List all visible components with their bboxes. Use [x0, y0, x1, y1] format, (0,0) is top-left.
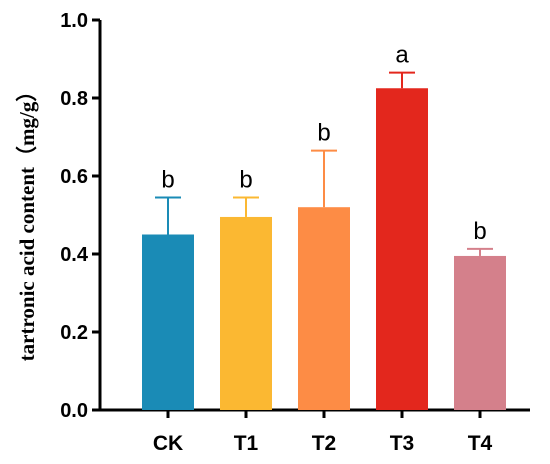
significance-label: a	[395, 42, 409, 69]
x-tick-label: T3	[390, 432, 415, 455]
y-axis-title: tartronic acid content（mg/g）	[15, 81, 39, 362]
y-tick-label: 0.2	[60, 322, 88, 344]
significance-label: b	[239, 166, 252, 193]
significance-label: b	[317, 120, 330, 147]
y-tick-label: 1.0	[60, 10, 88, 32]
labels-group: 0.0 0.2 0.4 0.6 0.8 1.0 CK b T1 b T2 b T3 a T4 b	[60, 10, 492, 455]
bar-ck	[142, 234, 194, 410]
significance-label: b	[473, 218, 486, 245]
significance-label: b	[161, 166, 174, 193]
y-tick-label: 0.0	[60, 400, 88, 422]
x-tick-label: CK	[153, 432, 183, 455]
y-tick-label: 0.4	[60, 244, 89, 266]
bar-t1	[220, 216, 272, 410]
x-tick-label: T1	[234, 432, 259, 455]
bar-t2	[298, 207, 350, 410]
x-tick-label: T4	[468, 432, 493, 455]
bar-t4	[454, 255, 506, 410]
y-tick-label: 0.8	[60, 88, 88, 110]
bars-group	[142, 71, 506, 410]
bar-t3	[376, 88, 428, 410]
x-tick-label: T2	[312, 432, 337, 455]
y-tick-label: 0.6	[60, 166, 88, 188]
